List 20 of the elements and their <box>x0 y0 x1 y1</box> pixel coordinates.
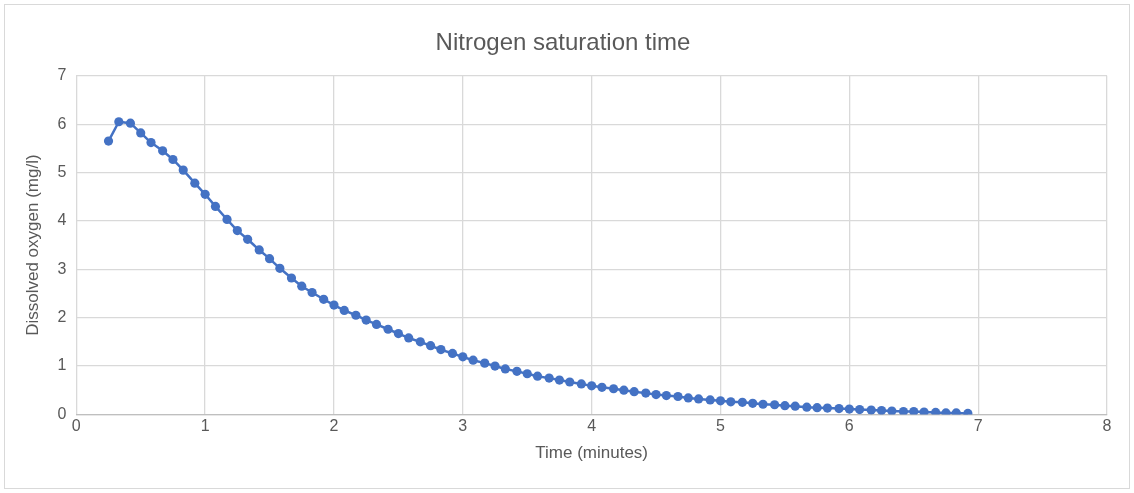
y-tick-label: 1 <box>57 356 67 374</box>
y-tick-label: 5 <box>57 162 67 180</box>
x-tick-label: 5 <box>716 417 726 435</box>
chart-title: Nitrogen saturation time <box>435 28 691 56</box>
y-tick-label: 7 <box>57 66 67 84</box>
x-tick-label: 7 <box>973 417 983 435</box>
x-tick-label: 0 <box>71 417 81 435</box>
x-tick-label: 8 <box>1102 417 1112 435</box>
x-tick-label: 1 <box>200 417 210 435</box>
x-tick-label: 4 <box>587 417 597 435</box>
y-tick-label: 2 <box>57 308 67 326</box>
x-tick-label: 6 <box>844 417 854 435</box>
y-tick-label: 4 <box>57 211 67 229</box>
y-axis-title: Dissolved oxygen (mg/l) <box>22 154 42 336</box>
x-tick-label: 2 <box>329 417 339 435</box>
y-tick-label: 0 <box>57 404 67 422</box>
x-axis-title: Time (minutes) <box>535 443 649 463</box>
y-tick-label: 3 <box>57 259 67 277</box>
y-tick-label: 6 <box>57 114 67 132</box>
x-tick-label: 3 <box>458 417 468 435</box>
